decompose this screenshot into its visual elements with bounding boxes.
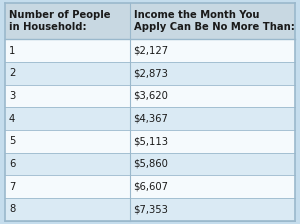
Text: $2,873: $2,873 <box>134 68 168 78</box>
Text: 5: 5 <box>9 136 15 146</box>
Text: 1: 1 <box>9 45 15 56</box>
Bar <box>5 198 295 221</box>
Bar <box>5 39 295 62</box>
Text: 4: 4 <box>9 114 15 124</box>
Bar <box>5 107 295 130</box>
Text: Number of People
in Household:: Number of People in Household: <box>9 10 110 32</box>
Text: 2: 2 <box>9 68 15 78</box>
Text: 8: 8 <box>9 204 15 214</box>
Bar <box>5 3 295 39</box>
Text: $5,113: $5,113 <box>134 136 169 146</box>
Bar <box>5 175 295 198</box>
Text: 7: 7 <box>9 182 15 192</box>
Bar <box>5 85 295 107</box>
Text: $4,367: $4,367 <box>134 114 168 124</box>
Text: $2,127: $2,127 <box>134 45 169 56</box>
Bar <box>5 153 295 175</box>
Bar <box>5 130 295 153</box>
Text: $3,620: $3,620 <box>134 91 168 101</box>
Text: 3: 3 <box>9 91 15 101</box>
Text: $7,353: $7,353 <box>134 204 168 214</box>
Text: $5,860: $5,860 <box>134 159 168 169</box>
Text: $6,607: $6,607 <box>134 182 169 192</box>
Bar <box>5 62 295 85</box>
Text: Income the Month You
Apply Can Be No More Than:: Income the Month You Apply Can Be No Mor… <box>134 10 294 32</box>
Text: 6: 6 <box>9 159 15 169</box>
